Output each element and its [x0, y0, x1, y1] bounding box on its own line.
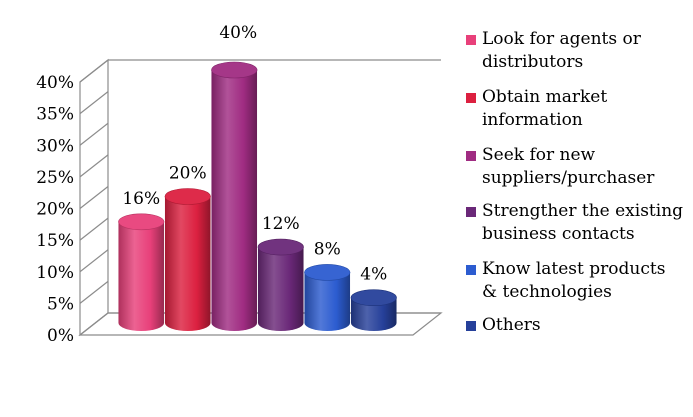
- legend-swatch: [466, 321, 476, 331]
- y-tick-label: 25%: [36, 168, 74, 188]
- legend-item: Know latest products & technologies: [466, 258, 665, 304]
- y-tick-line: [79, 217, 109, 241]
- data-label: 16%: [122, 189, 160, 209]
- y-tick-line: [79, 186, 109, 209]
- data-label: 4%: [360, 265, 387, 285]
- y-axis-ticks: 0% 5% 10% 15% 20% 25% 30% 35% 40%: [36, 59, 109, 346]
- legend-swatch: [466, 93, 476, 103]
- legend-label: Others: [482, 315, 541, 335]
- bar: [164, 188, 211, 331]
- y-tick-line: [79, 59, 109, 83]
- y-tick-label: 0%: [47, 326, 74, 346]
- y-tick-line: [79, 154, 109, 178]
- bar: [118, 213, 165, 331]
- y-tick-label: 35%: [36, 105, 74, 125]
- legend-swatch: [466, 35, 476, 45]
- bar: [211, 61, 258, 331]
- y-tick-line: [79, 312, 109, 336]
- legend-item: Strengther the existing business contact…: [466, 200, 683, 246]
- legend-swatch: [466, 265, 476, 275]
- bar: [257, 238, 304, 331]
- data-label: 12%: [262, 214, 300, 234]
- bars: [118, 61, 397, 331]
- legend-label: Look for agents or distributors: [482, 29, 641, 72]
- y-tick-line: [79, 91, 109, 115]
- data-label: 40%: [219, 23, 257, 43]
- y-tick-label: 5%: [47, 294, 74, 314]
- y-tick-line: [79, 280, 109, 304]
- legend-label: Obtain market information: [482, 87, 608, 130]
- bar: [304, 264, 351, 331]
- y-tick-label: 30%: [36, 136, 74, 156]
- legend-item: Seek for new suppliers/purchaser: [466, 144, 654, 190]
- y-tick-label: 10%: [36, 263, 74, 283]
- y-tick-label: 20%: [36, 200, 74, 220]
- y-tick-label: 15%: [36, 231, 74, 251]
- legend-swatch: [466, 151, 476, 161]
- legend-item: Others: [466, 314, 541, 337]
- legend-item: Obtain market information: [466, 86, 607, 132]
- y-tick-line: [79, 249, 109, 273]
- legend-item: Look for agents or distributors: [466, 28, 641, 74]
- data-label: 8%: [314, 239, 341, 259]
- legend-label: Strengther the existing business contact…: [482, 201, 684, 244]
- legend-label: Seek for new suppliers/purchaser: [482, 145, 655, 188]
- data-labels: 16% 20% 40% 12% 8% 4%: [122, 23, 387, 285]
- y-tick-label: 40%: [36, 73, 74, 93]
- y-tick-line: [79, 122, 109, 146]
- data-label: 20%: [169, 164, 207, 184]
- legend-swatch: [466, 207, 476, 217]
- bar: [350, 289, 397, 331]
- legend-label: Know latest products & technologies: [482, 259, 666, 302]
